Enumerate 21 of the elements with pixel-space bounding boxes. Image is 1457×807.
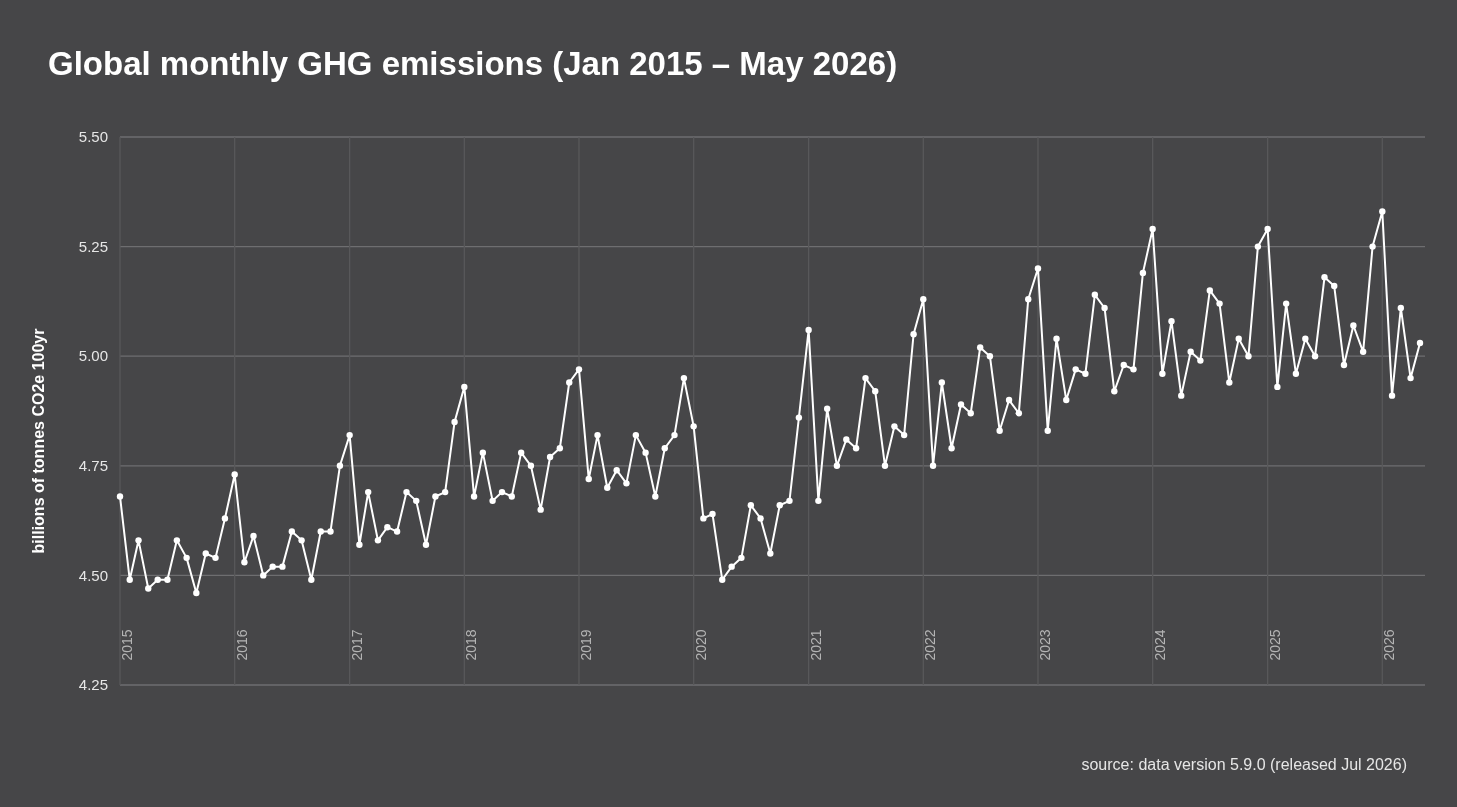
x-tick-label: 2019 — [577, 629, 594, 661]
x-tick-label: 2023 — [1036, 629, 1053, 661]
x-tick-label: 2025 — [1266, 629, 1283, 661]
x-tick-label: 2021 — [807, 629, 824, 661]
x-tick-label: 2018 — [463, 629, 480, 661]
y-tick-label: 4.50 — [78, 566, 108, 584]
y-axis-title: billions of tonnes CO2e 100yr — [30, 328, 47, 554]
y-tick-label: 4.75 — [78, 457, 108, 475]
y-tick-label: 5.25 — [78, 237, 108, 255]
x-tick-label: 2022 — [922, 629, 939, 661]
x-tick-label: 2016 — [233, 629, 250, 661]
x-tick-label: 2017 — [348, 629, 365, 661]
y-tick-label: 5.50 — [78, 128, 108, 146]
x-tick-label: 2020 — [692, 629, 709, 661]
y-tick-label: 5.00 — [78, 347, 108, 365]
x-tick-label: 2024 — [1151, 629, 1168, 661]
chart-title: Global monthly GHG emissions (Jan 2015 – May 2026) — [48, 45, 898, 82]
x-tick-label: 2026 — [1381, 629, 1398, 661]
x-tick-label: 2015 — [119, 629, 135, 661]
y-tick-label: 4.25 — [78, 676, 108, 694]
source-note: source: data version 5.9.0 (released Jul 2026) — [1081, 756, 1407, 773]
